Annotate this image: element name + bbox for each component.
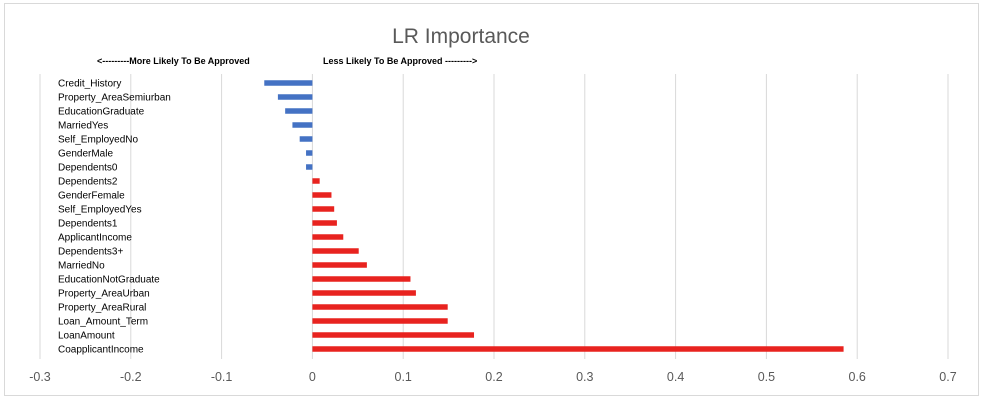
category-label: Self_EmployedNo <box>58 135 138 146</box>
category-label: Dependents2 <box>58 177 118 188</box>
category-label: Dependents3+ <box>58 247 123 258</box>
bar-loan-amount-term <box>312 318 448 324</box>
x-tick-label: 0.1 <box>395 370 412 384</box>
annotation-less-likely: Less Likely To Be Approved ---------> <box>323 56 477 66</box>
bar-educationnotgraduate <box>312 276 411 282</box>
bar-dependents2 <box>312 178 320 184</box>
x-tick-label: -0.3 <box>29 370 51 384</box>
bar-dependents3- <box>312 248 359 254</box>
category-label: GenderFemale <box>58 191 125 202</box>
bar-genderfemale <box>312 192 332 198</box>
x-tick-label: -0.2 <box>120 370 142 384</box>
annotation-more-likely: <---------More Likely To Be Approved <box>97 56 250 66</box>
lr-importance-chart: -0.3 -0.2 -0.1 0 0.1 0.2 0.3 0.4 0.5 0.6 0.7 Credit… <box>29 25 957 384</box>
bar-marriedyes <box>292 122 313 128</box>
category-label: GenderMale <box>58 149 113 160</box>
category-label: CoapplicantIncome <box>58 345 144 356</box>
category-label: Property_AreaSemiurban <box>58 93 171 104</box>
bar-dependents0 <box>306 164 313 170</box>
bar-credit-history <box>264 80 313 86</box>
chart-title: LR Importance <box>392 25 530 48</box>
category-label: Dependents0 <box>58 163 118 174</box>
chart-frame: -0.3 -0.2 -0.1 0 0.1 0.2 0.3 0.4 0.5 0.6 0.7 Credit… <box>4 3 979 396</box>
bar-self-employedno <box>299 136 313 142</box>
x-tick-label: 0.7 <box>939 370 956 384</box>
bar-educationgraduate <box>285 108 313 114</box>
x-tick-label: -0.1 <box>211 370 233 384</box>
category-label: Loan_Amount_Term <box>58 317 148 328</box>
category-label: MarriedYes <box>58 121 108 132</box>
bar-marriedno <box>312 262 367 268</box>
x-tick-label: 0.2 <box>485 370 502 384</box>
category-label: Property_AreaRural <box>58 303 146 314</box>
bar-self-employedyes <box>312 206 335 212</box>
bar-loanamount <box>312 332 475 338</box>
bar-property-arearural <box>312 304 448 310</box>
bar-gendermale <box>306 150 313 156</box>
x-tick-label: 0.6 <box>849 370 866 384</box>
category-label: Property_AreaUrban <box>58 289 150 300</box>
category-label: Dependents1 <box>58 219 118 230</box>
bar-coapplicantincome <box>312 346 844 352</box>
bar-property-areaurban <box>312 290 416 296</box>
x-tick-label: 0.4 <box>667 370 684 384</box>
x-tick-label: 0 <box>309 370 316 384</box>
category-label: LoanAmount <box>58 331 115 342</box>
category-label: EducationGraduate <box>58 107 145 118</box>
x-tick-label: 0.3 <box>576 370 593 384</box>
bar-dependents1 <box>312 220 337 226</box>
bar-applicantincome <box>312 234 344 240</box>
category-label: EducationNotGraduate <box>58 275 160 286</box>
x-tick-label: 0.5 <box>758 370 775 384</box>
category-label: ApplicantIncome <box>58 233 132 244</box>
category-label: Credit_History <box>58 79 121 90</box>
category-label: Self_EmployedYes <box>58 205 142 216</box>
bar-property-areasemiurban <box>277 94 313 100</box>
category-label: MarriedNo <box>58 261 105 272</box>
